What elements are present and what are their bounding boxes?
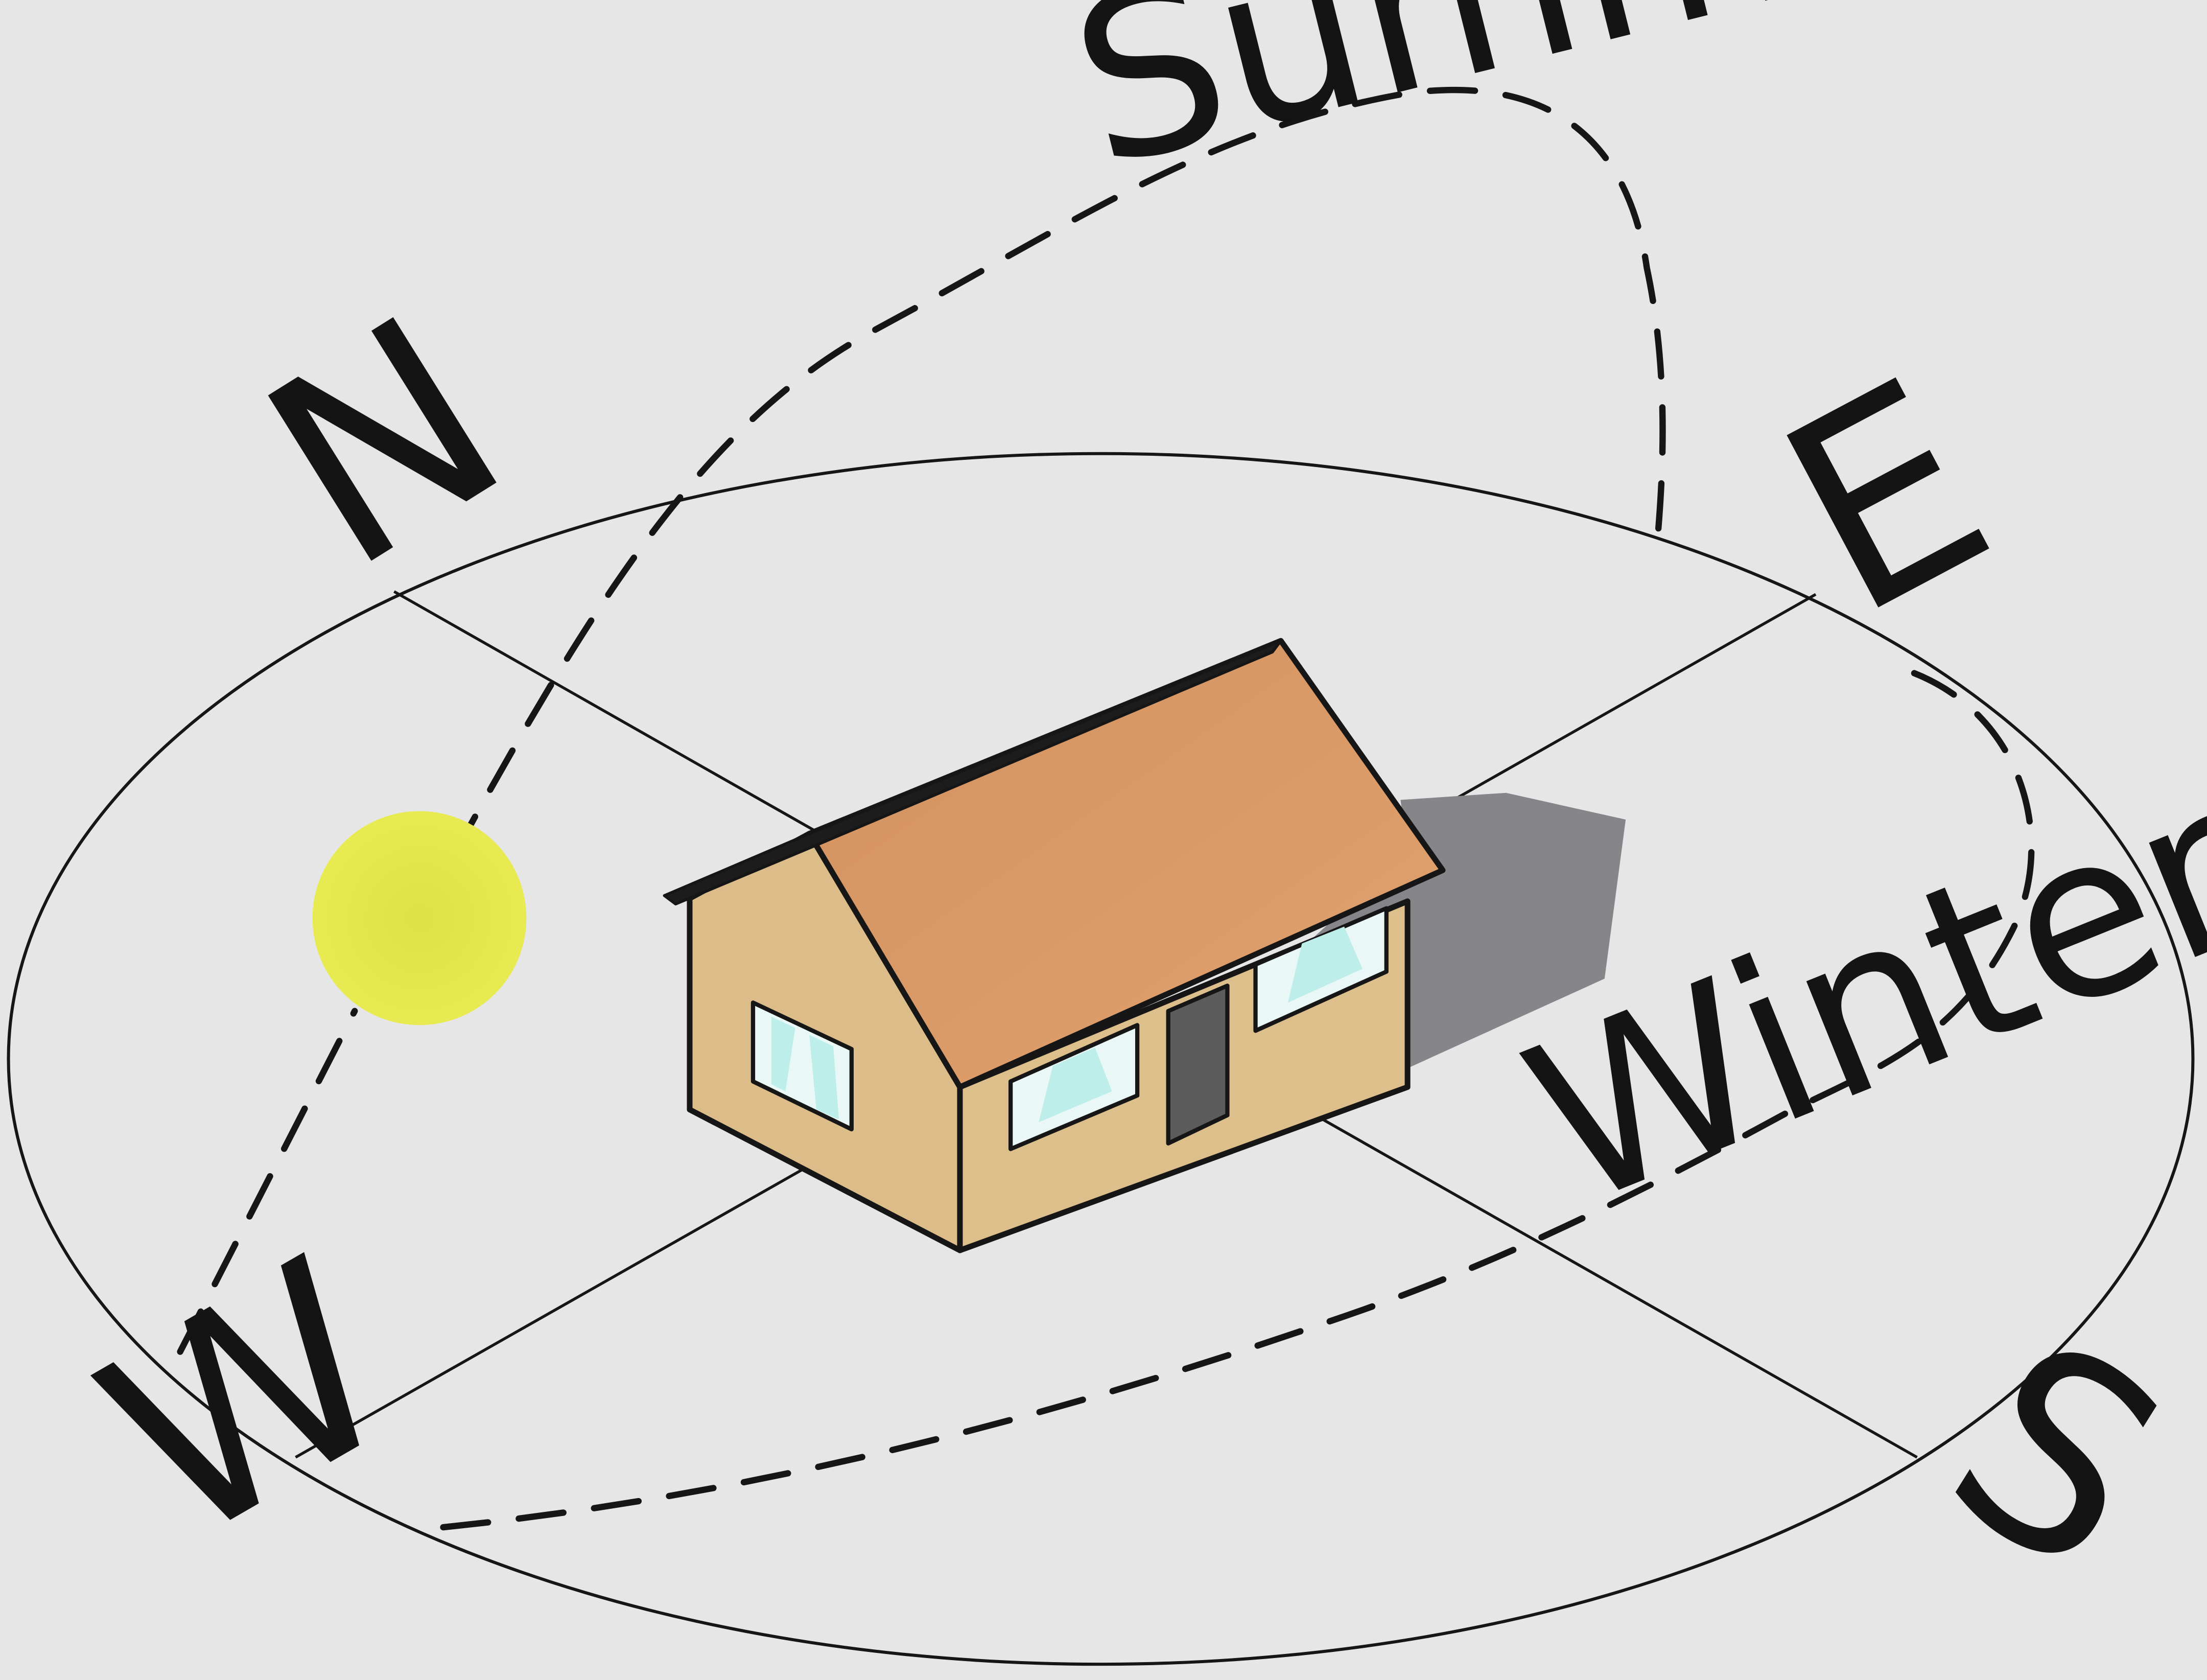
house-icon bbox=[663, 638, 1446, 1253]
summer-sun-path bbox=[177, 86, 1666, 1355]
house-roof-edge bbox=[663, 639, 1282, 906]
house-door bbox=[1166, 984, 1230, 1146]
horizon-ellipse bbox=[7, 452, 2195, 1666]
sun-icon bbox=[312, 811, 527, 1025]
winter-sun-path bbox=[436, 670, 2035, 1531]
